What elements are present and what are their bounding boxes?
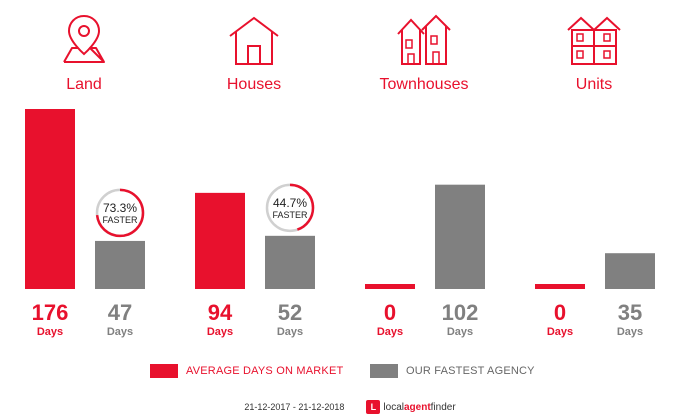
unit-label-market-townhouses: Days <box>377 326 403 338</box>
footer: 21-12-2017 - 21-12-2018 L localagentfind… <box>0 398 700 416</box>
unit-label-agency-units: Days <box>617 326 643 338</box>
bar-market-units <box>535 284 585 289</box>
bar-agency-townhouses <box>435 184 485 289</box>
value-label-agency-units: 35 <box>618 300 642 325</box>
value-label-market-houses: 94 <box>208 300 233 325</box>
location-pin-map-icon <box>63 14 105 63</box>
unit-label-market-units: Days <box>547 326 573 338</box>
legend-label-market: AVERAGE DAYS ON MARKET <box>186 365 344 377</box>
value-label-market-townhouses: 0 <box>384 300 396 325</box>
value-label-agency-land: 47 <box>108 300 132 325</box>
category-label-units: Units <box>575 76 613 93</box>
unit-label-agency-houses: Days <box>277 326 303 338</box>
legend-label-agency: OUR FASTEST AGENCY <box>406 365 535 377</box>
bar-agency-units <box>605 253 655 289</box>
value-label-agency-houses: 52 <box>278 300 302 325</box>
legend-market: AVERAGE DAYS ON MARKET <box>150 363 343 379</box>
legend-swatch-market <box>150 364 178 378</box>
category-label-houses: Houses <box>226 76 282 93</box>
unit-label-agency-townhouses: Days <box>447 326 473 338</box>
bar-market-houses <box>195 192 245 289</box>
category-label-townhouses: Townhouses <box>379 76 469 93</box>
house-icon <box>229 16 279 65</box>
faster-label-land: FASTER <box>102 215 138 225</box>
faster-percent-land: 73.3% <box>103 201 137 215</box>
value-label-market-units: 0 <box>554 300 566 325</box>
legend-agency: OUR FASTEST AGENCY <box>370 363 535 379</box>
bar-agency-houses <box>265 235 315 289</box>
unit-label-agency-land: Days <box>107 326 133 338</box>
units-building-icon <box>567 16 621 65</box>
logo-text: localagentfinder <box>383 401 456 413</box>
bar-chart: 176Days47Days94Days52Days0Days102Days0Da… <box>25 109 655 338</box>
townhouses-icon <box>397 14 451 65</box>
bar-market-townhouses <box>365 284 415 289</box>
localagentfinder-logo[interactable]: L localagentfinder <box>366 400 456 414</box>
faster-label-houses: FASTER <box>272 210 308 220</box>
unit-label-market-land: Days <box>37 326 63 338</box>
faster-ring-progress-land <box>95 188 145 238</box>
category-label-land: Land <box>66 76 102 93</box>
faster-ring-progress-houses <box>265 183 315 233</box>
legend-swatch-agency <box>370 364 398 378</box>
value-label-agency-townhouses: 102 <box>442 300 479 325</box>
unit-label-market-houses: Days <box>207 326 233 338</box>
bar-market-land <box>25 109 75 289</box>
faster-percent-houses: 44.7% <box>273 196 307 210</box>
logo-mark-icon: L <box>366 400 381 414</box>
date-range: 21-12-2017 - 21-12-2018 <box>244 402 345 412</box>
value-label-market-land: 176 <box>32 300 69 325</box>
bar-agency-land <box>95 240 145 289</box>
